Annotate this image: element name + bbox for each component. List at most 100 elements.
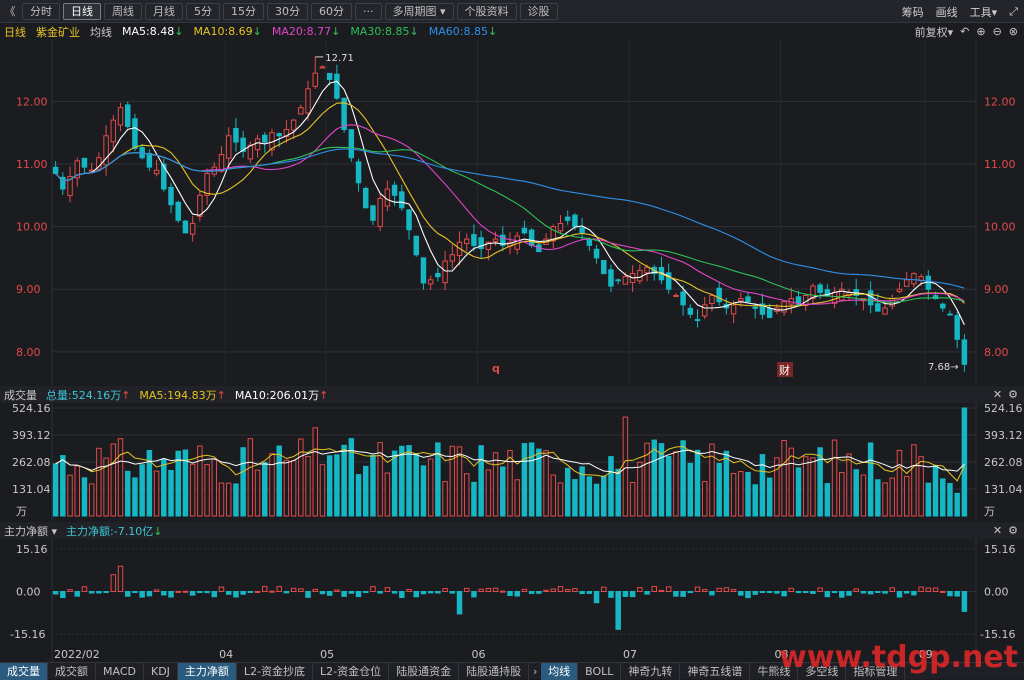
gear-icon[interactable]: ⚙ [1008,388,1018,401]
candle-body [673,294,679,297]
x-axis-label: 06 [472,648,486,661]
volume-title[interactable]: 成交量 [4,388,37,402]
flow-value: 主力净额:-7.10亿↓ [66,524,163,538]
flow-bar [161,591,167,596]
candle-body [644,266,650,274]
volume-bar [96,447,102,517]
undo-icon[interactable]: ↶ [960,25,970,38]
volume-bar [601,475,607,517]
flow-bar [687,591,694,593]
ma10-line [55,102,965,307]
candle-body [947,313,953,316]
candle-body [124,104,131,127]
volume-bar [283,459,290,517]
volume-bar [132,477,138,517]
flow-bar [802,591,809,593]
volume-bar [341,444,347,517]
tab-turnover[interactable]: 成交额 [48,662,96,680]
volume-bar [918,456,924,517]
tools-button[interactable]: 工具▾ [970,4,998,20]
flow-bar [702,589,708,592]
tab-30min[interactable]: 30分 [267,2,308,20]
chevron-down-icon: ▾ [440,4,446,18]
x-axis-label: 04 [219,648,233,661]
ma-label[interactable]: 均线 [90,25,112,39]
tab-ma[interactable]: 均线 [541,662,579,680]
tab-five-lines[interactable]: 神奇五线谱 [680,662,751,680]
stock-info-button[interactable]: 个股资料 [456,2,517,20]
close-icon[interactable]: ✕ [992,524,1003,537]
chevron-down-icon: ▾ [991,5,998,19]
candle-body [911,273,917,285]
draw-line-button[interactable]: 画线 [935,5,958,19]
adjust-dropdown[interactable]: 前复权▾ [915,24,954,40]
flow-bar [911,591,917,596]
volume-bar [759,454,766,517]
candle-body [384,188,391,207]
tab-kdj[interactable]: KDJ [144,662,178,680]
fullscreen-icon[interactable]: ⤢ [1009,4,1018,18]
flow-bar [622,591,629,597]
candle-body [932,295,939,300]
flow-bar [290,587,297,592]
zoom-in-icon[interactable]: ⊕ [976,25,986,38]
tab-indicator-mgmt[interactable]: 指标管理 [846,662,906,680]
tab-intraday[interactable]: 分时 [22,2,60,20]
close-icon[interactable]: ⊗ [1008,25,1018,38]
volume-bar [673,451,679,517]
candle-body [326,72,333,80]
price-chart[interactable]: 12.00 12.00 11.00 11.00 10.00 10.00 9.00 9.00 8.… [0,40,1024,385]
volume-bar [427,458,434,517]
volume-bar [507,449,513,517]
tab-60min[interactable]: 60分 [311,2,352,20]
candle-body [262,134,268,143]
candle-body [810,285,816,299]
flow-bar [132,591,138,593]
candle-body [146,152,153,168]
back-icon[interactable]: 《 [4,4,16,18]
candle-body [882,307,888,315]
tab-long-short[interactable]: 多空线 [798,662,847,680]
candle-body [492,238,499,242]
price-tick-left: 11.00 [16,158,48,171]
tab-monthly[interactable]: 月线 [145,2,183,20]
tab-daily[interactable]: 日线 [63,2,101,20]
volume-bar [399,445,405,517]
flow-title[interactable]: 主力净额 ▾ [4,524,58,538]
diagnose-button[interactable]: 诊股 [519,2,558,20]
candle-body [233,127,239,143]
tab-boll[interactable]: BOLL [578,662,622,680]
volume-chart[interactable]: 524.16 524.16 393.12 393.12 262.08 262.08 131.… [0,403,1024,521]
flow-bar [810,591,816,594]
tab-15min[interactable]: 15分 [223,2,264,20]
close-icon[interactable]: ✕ [992,388,1003,401]
volume-bar [305,455,311,517]
zoom-out-icon[interactable]: ⊖ [992,25,1002,38]
tab-hk-holding[interactable]: 陆股通持股 [459,662,530,680]
multi-period-dropdown[interactable]: 多周期图 ▾ [384,2,454,20]
flow-bar [326,591,333,596]
flow-chart[interactable]: 15.16 15.16 0.00 0.00 -15.16 -15.16 2022/02 04 0… [0,539,1024,662]
volume-bar [456,446,463,517]
tab-l2-position[interactable]: L2-资金仓位 [313,662,390,680]
gear-icon[interactable]: ⚙ [1008,524,1018,537]
more-button[interactable]: ··· [355,2,382,20]
tab-volume[interactable]: 成交量 [0,662,48,680]
tab-5min[interactable]: 5分 [186,2,220,20]
candle-body [168,186,174,206]
tab-macd[interactable]: MACD [96,662,144,680]
chips-button[interactable]: 筹码 [901,5,924,19]
chevron-right-icon[interactable]: › [532,664,538,678]
tab-bull-bear[interactable]: 牛熊线 [750,662,799,680]
flow-bar [788,587,795,593]
flow-bar [658,589,665,592]
tab-td9[interactable]: 神奇九转 [621,662,681,680]
flow-bar [233,591,239,598]
tab-weekly[interactable]: 周线 [104,2,142,20]
flow-bar [680,591,686,597]
volume-bar [413,453,419,517]
ma-legend: 日线 紫金矿业 均线 MA5:8.48↓ MA10:8.69↓ MA20:8.7… [0,23,1024,40]
tab-hk-flow[interactable]: 陆股通资金 [389,662,460,680]
tab-l2-bottom[interactable]: L2-资金抄底 [237,662,314,680]
tab-main-flow[interactable]: 主力净额 [177,662,237,680]
